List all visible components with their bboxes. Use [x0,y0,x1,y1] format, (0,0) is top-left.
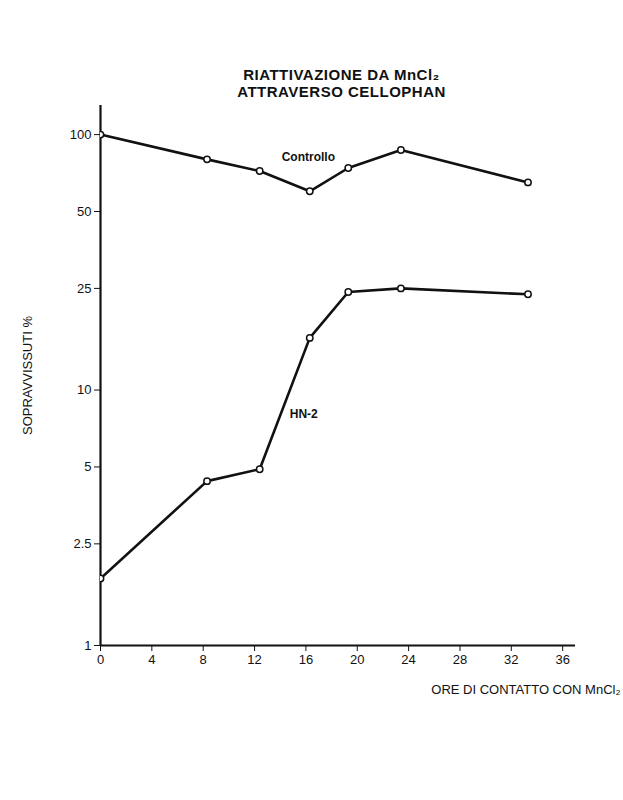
svg-text:100: 100 [70,127,92,142]
html-text:RIATTIVAZIONE DA MnCl₂: RIATTIVAZIONE DA MnCl₂ [243,66,440,83]
svg-text:0: 0 [97,652,104,667]
svg-text:36: 36 [555,652,569,667]
svg-text:SOPRAVVISSUTI %: SOPRAVVISSUTI % [20,316,35,435]
svg-text:28: 28 [453,652,467,667]
svg-text:5: 5 [84,459,91,474]
svg-text:20: 20 [350,652,364,667]
svg-text:32: 32 [504,652,518,667]
svg-text:4: 4 [148,652,155,667]
svg-text:10: 10 [77,382,91,397]
svg-text:2.5: 2.5 [73,536,91,551]
svg-text:ORE DI CONTATTO CON MnCl₂: ORE DI CONTATTO CON MnCl₂ [431,682,620,697]
svg-text:8: 8 [200,652,207,667]
svg-text:12: 12 [247,652,261,667]
html-text:ATTRAVERSO CELLOPHAN: ATTRAVERSO CELLOPHAN [237,83,446,100]
svg-text:24: 24 [401,652,415,667]
svg-text:1: 1 [84,638,91,653]
svg-text:25: 25 [77,281,91,296]
svg-text:HN-2: HN-2 [290,407,318,421]
svg-text:16: 16 [299,652,313,667]
svg-text:50: 50 [77,204,91,219]
svg-text:Controllo: Controllo [282,150,335,164]
